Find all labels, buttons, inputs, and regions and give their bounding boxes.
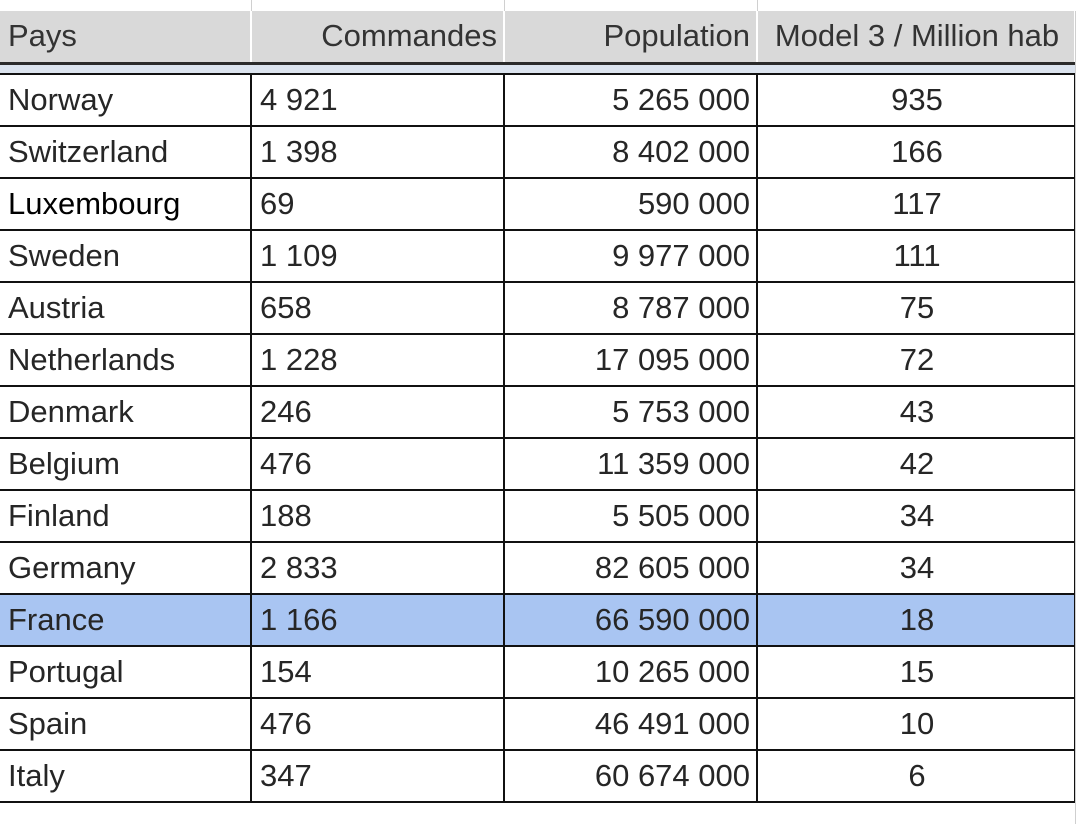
data-table: Pays Commandes Population Model 3 / Mill…	[0, 11, 1076, 803]
header-row: Pays Commandes Population Model 3 / Mill…	[0, 11, 1076, 63]
table-row: Luxembourg 69 590 000 117	[0, 176, 1076, 231]
cell-country[interactable]: Finland	[0, 488, 252, 543]
cell-orders[interactable]: 246	[250, 384, 505, 439]
cell-ratio[interactable]: 43	[756, 384, 1076, 439]
cell-country[interactable]: Germany	[0, 540, 252, 595]
cell-orders[interactable]: 1 109	[250, 228, 505, 283]
cell-orders[interactable]: 4 921	[250, 72, 505, 127]
cell-ratio[interactable]: 117	[756, 176, 1076, 231]
cell-orders[interactable]: 1 166	[250, 592, 505, 647]
cell-population[interactable]: 8 402 000	[503, 124, 758, 179]
cell-ratio[interactable]: 10	[756, 696, 1076, 751]
cell-ratio[interactable]: 166	[756, 124, 1076, 179]
cell-ratio[interactable]: 42	[756, 436, 1076, 491]
table-row: Italy 347 60 674 000 6	[0, 748, 1076, 803]
cell-country[interactable]: Sweden	[0, 228, 252, 283]
column-divider	[757, 0, 758, 11]
column-divider	[251, 0, 252, 11]
cell-population[interactable]: 590 000	[503, 176, 758, 231]
cell-country[interactable]: Austria	[0, 280, 252, 335]
freeze-bar[interactable]	[0, 61, 1075, 74]
cell-orders[interactable]: 347	[250, 748, 505, 803]
cell-population[interactable]: 5 753 000	[503, 384, 758, 439]
cell-orders[interactable]: 2 833	[250, 540, 505, 595]
table-row: Spain 476 46 491 000 10	[0, 696, 1076, 751]
cell-country[interactable]: Netherlands	[0, 332, 252, 387]
cell-country[interactable]: Switzerland	[0, 124, 252, 179]
header-cell-commandes[interactable]: Commandes	[251, 11, 505, 63]
column-divider	[504, 0, 505, 11]
cell-ratio[interactable]: 111	[756, 228, 1076, 283]
cell-country[interactable]: Spain	[0, 696, 252, 751]
cell-ratio[interactable]: 75	[756, 280, 1076, 335]
cell-country[interactable]: Norway	[0, 72, 252, 127]
cell-population[interactable]: 8 787 000	[503, 280, 758, 335]
cell-orders[interactable]: 69	[250, 176, 505, 231]
table-row: Denmark 246 5 753 000 43	[0, 384, 1076, 439]
table-row: Norway 4 921 5 265 000 935	[0, 72, 1076, 127]
sheet-right-edge	[1075, 11, 1082, 824]
table-row-selected: France 1 166 66 590 000 18	[0, 592, 1076, 647]
cell-ratio[interactable]: 15	[756, 644, 1076, 699]
table-row: Austria 658 8 787 000 75	[0, 280, 1076, 335]
cell-population[interactable]: 5 505 000	[503, 488, 758, 543]
cell-country[interactable]: Belgium	[0, 436, 252, 491]
table-row: Germany 2 833 82 605 000 34	[0, 540, 1076, 595]
table-row: Switzerland 1 398 8 402 000 166	[0, 124, 1076, 179]
table-row: Netherlands 1 228 17 095 000 72	[0, 332, 1076, 387]
cell-country[interactable]: France	[0, 592, 252, 647]
frozen-row-divider[interactable]	[0, 61, 1075, 74]
cell-ratio[interactable]: 34	[756, 488, 1076, 543]
cell-population[interactable]: 11 359 000	[503, 436, 758, 491]
cell-orders[interactable]: 154	[250, 644, 505, 699]
cell-orders[interactable]: 1 398	[250, 124, 505, 179]
cell-population[interactable]: 9 977 000	[503, 228, 758, 283]
table-row: Portugal 154 10 265 000 15	[0, 644, 1076, 699]
header-cell-population[interactable]: Population	[504, 11, 758, 63]
table-row: Finland 188 5 505 000 34	[0, 488, 1076, 543]
cell-ratio[interactable]: 6	[756, 748, 1076, 803]
cell-country[interactable]: Italy	[0, 748, 252, 803]
cell-orders[interactable]: 658	[250, 280, 505, 335]
table-row: Sweden 1 109 9 977 000 111	[0, 228, 1076, 283]
header-cell-pays[interactable]: Pays	[0, 11, 252, 63]
table-row: Belgium 476 11 359 000 42	[0, 436, 1076, 491]
cell-population[interactable]: 5 265 000	[503, 72, 758, 127]
cell-country[interactable]: Portugal	[0, 644, 252, 699]
cell-population[interactable]: 46 491 000	[503, 696, 758, 751]
cell-orders[interactable]: 1 228	[250, 332, 505, 387]
cell-population[interactable]: 66 590 000	[503, 592, 758, 647]
cell-ratio[interactable]: 18	[756, 592, 1076, 647]
cell-ratio[interactable]: 72	[756, 332, 1076, 387]
cell-orders[interactable]: 476	[250, 436, 505, 491]
cell-population[interactable]: 82 605 000	[503, 540, 758, 595]
cell-ratio[interactable]: 935	[756, 72, 1076, 127]
cell-country[interactable]: Luxembourg	[0, 176, 252, 231]
cell-ratio[interactable]: 34	[756, 540, 1076, 595]
cell-country[interactable]: Denmark	[0, 384, 252, 439]
cell-population[interactable]: 60 674 000	[503, 748, 758, 803]
cell-orders[interactable]: 188	[250, 488, 505, 543]
cell-population[interactable]: 17 095 000	[503, 332, 758, 387]
header-cell-ratio[interactable]: Model 3 / Million hab	[757, 11, 1076, 63]
cell-population[interactable]: 10 265 000	[503, 644, 758, 699]
cell-orders[interactable]: 476	[250, 696, 505, 751]
